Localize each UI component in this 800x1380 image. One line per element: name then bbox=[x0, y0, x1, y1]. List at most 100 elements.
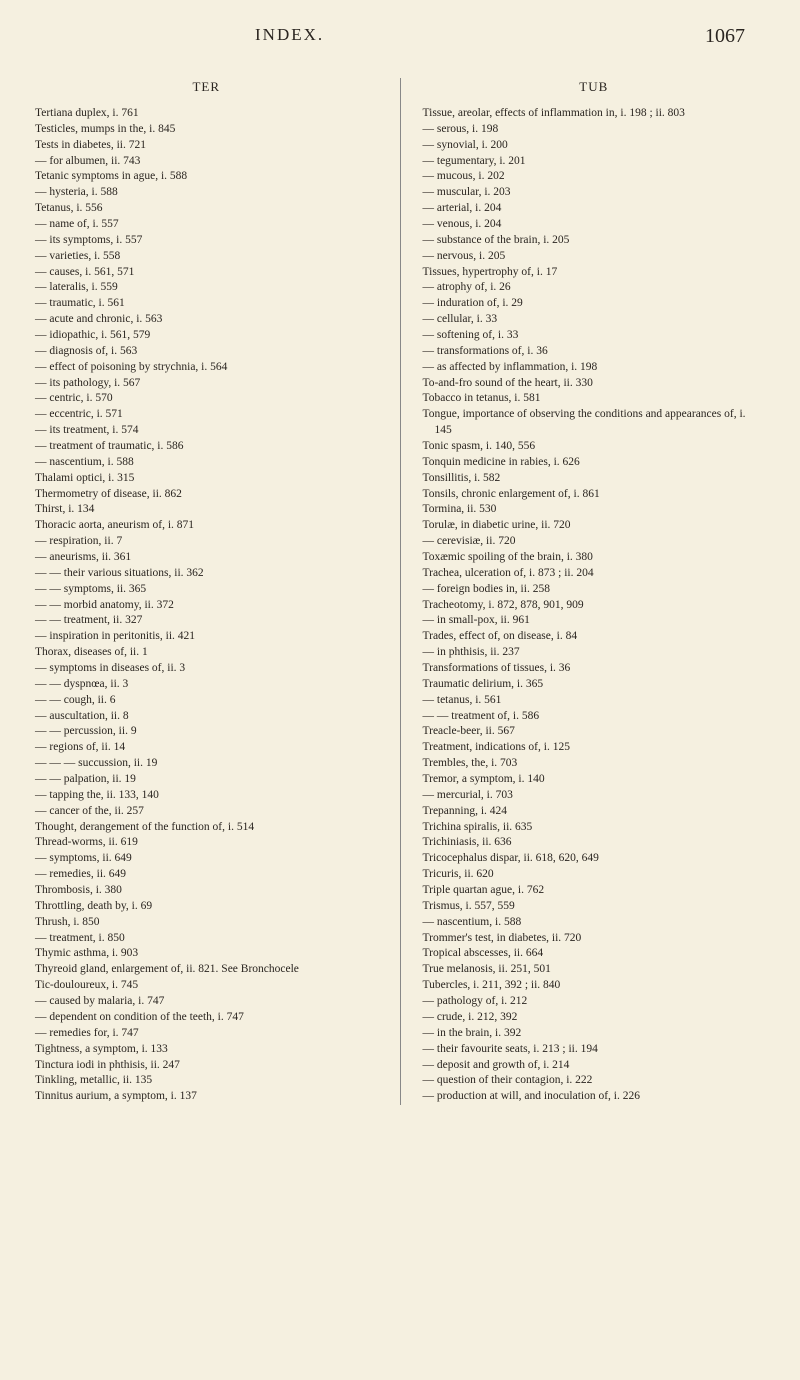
index-entry: Trismus, i. 557, 559 bbox=[423, 899, 766, 915]
index-entry: Tobacco in tetanus, i. 581 bbox=[423, 391, 766, 407]
index-entry: — deposit and growth of, i. 214 bbox=[423, 1058, 766, 1074]
index-entry: Thrush, i. 850 bbox=[35, 915, 378, 931]
index-entry: — cerevisiæ, ii. 720 bbox=[423, 534, 766, 550]
index-entry: — its symptoms, i. 557 bbox=[35, 233, 378, 249]
index-entry: — for albumen, ii. 743 bbox=[35, 154, 378, 170]
index-entry: — caused by malaria, i. 747 bbox=[35, 994, 378, 1010]
index-entry: Tormina, ii. 530 bbox=[423, 502, 766, 518]
index-entry: Thalami optici, i. 315 bbox=[35, 471, 378, 487]
left-entries-container: Tertiana duplex, i. 761Testicles, mumps … bbox=[35, 106, 378, 1105]
index-entry: Tubercles, i. 211, 392 ; ii. 840 bbox=[423, 978, 766, 994]
index-entry: Tinkling, metallic, ii. 135 bbox=[35, 1073, 378, 1089]
index-entry: — — — succussion, ii. 19 bbox=[35, 756, 378, 772]
header-row: INDEX. 1067 bbox=[35, 25, 765, 48]
index-entry: Tropical abscesses, ii. 664 bbox=[423, 946, 766, 962]
index-entry: Testicles, mumps in the, i. 845 bbox=[35, 122, 378, 138]
index-entry: Tinnitus aurium, a symptom, i. 137 bbox=[35, 1089, 378, 1105]
index-entry: Thread-worms, ii. 619 bbox=[35, 835, 378, 851]
index-entry: — nascentium, i. 588 bbox=[423, 915, 766, 931]
index-entry: — — dyspnœa, ii. 3 bbox=[35, 677, 378, 693]
index-entry: Tricocephalus dispar, ii. 618, 620, 649 bbox=[423, 851, 766, 867]
column-separator bbox=[400, 78, 401, 1105]
index-entry: — — morbid anatomy, ii. 372 bbox=[35, 598, 378, 614]
index-entry: — varieties, i. 558 bbox=[35, 249, 378, 265]
index-entry: Transformations of tissues, i. 36 bbox=[423, 661, 766, 677]
left-column-header: TER bbox=[35, 78, 378, 96]
index-entry: Tonquin medicine in rabies, i. 626 bbox=[423, 455, 766, 471]
index-entry: — symptoms, ii. 649 bbox=[35, 851, 378, 867]
index-entry: Tissues, hypertrophy of, i. 17 bbox=[423, 265, 766, 281]
index-entry: — idiopathic, i. 561, 579 bbox=[35, 328, 378, 344]
index-entry: Trepanning, i. 424 bbox=[423, 804, 766, 820]
index-entry: — atrophy of, i. 26 bbox=[423, 280, 766, 296]
index-entry: Tic-douloureux, i. 745 bbox=[35, 978, 378, 994]
index-entry: — eccentric, i. 571 bbox=[35, 407, 378, 423]
index-entry: — remedies for, i. 747 bbox=[35, 1026, 378, 1042]
index-entry: Thrombosis, i. 380 bbox=[35, 883, 378, 899]
index-entry: — — their various situations, ii. 362 bbox=[35, 566, 378, 582]
index-entry: Tightness, a symptom, i. 133 bbox=[35, 1042, 378, 1058]
index-entry: Thyreoid gland, enlargement of, ii. 821.… bbox=[35, 962, 378, 978]
index-entry: — diagnosis of, i. 563 bbox=[35, 344, 378, 360]
index-entry: — — percussion, ii. 9 bbox=[35, 724, 378, 740]
index-entry: Thought, derangement of the function of,… bbox=[35, 820, 378, 836]
index-entry: — mercurial, i. 703 bbox=[423, 788, 766, 804]
index-entry: — its treatment, i. 574 bbox=[35, 423, 378, 439]
index-entry: Tissue, areolar, effects of inflammation… bbox=[423, 106, 766, 122]
left-column: TER Tertiana duplex, i. 761Testicles, mu… bbox=[35, 78, 378, 1105]
index-entry: — as affected by inflammation, i. 198 bbox=[423, 360, 766, 376]
index-entry: Tremor, a symptom, i. 140 bbox=[423, 772, 766, 788]
index-entry: — symptoms in diseases of, ii. 3 bbox=[35, 661, 378, 677]
index-entry: — acute and chronic, i. 563 bbox=[35, 312, 378, 328]
index-entry: — name of, i. 557 bbox=[35, 217, 378, 233]
index-entry: Trembles, the, i. 703 bbox=[423, 756, 766, 772]
index-entry: — nervous, i. 205 bbox=[423, 249, 766, 265]
index-entry: — regions of, ii. 14 bbox=[35, 740, 378, 756]
index-entry: — in the brain, i. 392 bbox=[423, 1026, 766, 1042]
index-entry: — its pathology, i. 567 bbox=[35, 376, 378, 392]
index-entry: — foreign bodies in, ii. 258 bbox=[423, 582, 766, 598]
index-entry: — effect of poisoning by strychnia, i. 5… bbox=[35, 360, 378, 376]
index-entry: — question of their contagion, i. 222 bbox=[423, 1073, 766, 1089]
index-entry: Tongue, importance of observing the cond… bbox=[423, 407, 766, 439]
index-entry: — softening of, i. 33 bbox=[423, 328, 766, 344]
index-entry: — — treatment of, i. 586 bbox=[423, 709, 766, 725]
index-entry: — nascentium, i. 588 bbox=[35, 455, 378, 471]
index-entry: — serous, i. 198 bbox=[423, 122, 766, 138]
index-entry: — arterial, i. 204 bbox=[423, 201, 766, 217]
index-entry: Thirst, i. 134 bbox=[35, 502, 378, 518]
index-entry: Trommer's test, in diabetes, ii. 720 bbox=[423, 931, 766, 947]
index-entry: — inspiration in peritonitis, ii. 421 bbox=[35, 629, 378, 645]
index-entry: Tricuris, ii. 620 bbox=[423, 867, 766, 883]
right-column-header: TUB bbox=[423, 78, 766, 96]
index-entry: — in small-pox, ii. 961 bbox=[423, 613, 766, 629]
index-entry: — hysteria, i. 588 bbox=[35, 185, 378, 201]
index-entry: Tonsillitis, i. 582 bbox=[423, 471, 766, 487]
index-entry: — production at will, and inoculation of… bbox=[423, 1089, 766, 1105]
index-entry: — dependent on condition of the teeth, i… bbox=[35, 1010, 378, 1026]
index-entry: — in phthisis, ii. 237 bbox=[423, 645, 766, 661]
index-entry: Treatment, indications of, i. 125 bbox=[423, 740, 766, 756]
index-entry: — tapping the, ii. 133, 140 bbox=[35, 788, 378, 804]
index-entry: True melanosis, ii. 251, 501 bbox=[423, 962, 766, 978]
index-entry: — auscultation, ii. 8 bbox=[35, 709, 378, 725]
index-entry: — centric, i. 570 bbox=[35, 391, 378, 407]
index-title: INDEX. bbox=[255, 25, 324, 48]
index-entry: Tracheotomy, i. 872, 878, 901, 909 bbox=[423, 598, 766, 614]
index-entry: — traumatic, i. 561 bbox=[35, 296, 378, 312]
index-entry: — pathology of, i. 212 bbox=[423, 994, 766, 1010]
index-entry: Tonic spasm, i. 140, 556 bbox=[423, 439, 766, 455]
index-entry: — lateralis, i. 559 bbox=[35, 280, 378, 296]
page-number: 1067 bbox=[705, 25, 745, 48]
index-entry: — muscular, i. 203 bbox=[423, 185, 766, 201]
index-entry: — induration of, i. 29 bbox=[423, 296, 766, 312]
index-entry: Triple quartan ague, i. 762 bbox=[423, 883, 766, 899]
index-entry: — cellular, i. 33 bbox=[423, 312, 766, 328]
index-entry: — mucous, i. 202 bbox=[423, 169, 766, 185]
index-entry: — substance of the brain, i. 205 bbox=[423, 233, 766, 249]
index-entry: — treatment, i. 850 bbox=[35, 931, 378, 947]
index-entry: — tegumentary, i. 201 bbox=[423, 154, 766, 170]
index-entry: Tetanic symptoms in ague, i. 588 bbox=[35, 169, 378, 185]
index-entry: Trades, effect of, on disease, i. 84 bbox=[423, 629, 766, 645]
index-entry: — crude, i. 212, 392 bbox=[423, 1010, 766, 1026]
